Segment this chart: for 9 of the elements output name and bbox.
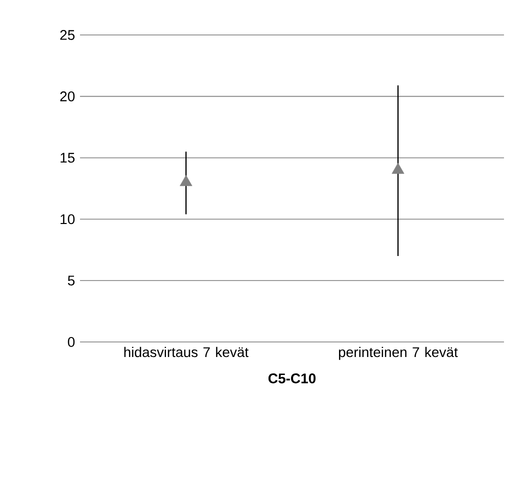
x-tick-label: perinteinen 7 kevät: [338, 346, 458, 360]
y-tick-label: 15: [60, 152, 75, 163]
x-axis-title: C5-C10: [268, 373, 316, 384]
y-tick-label: 10: [60, 214, 75, 224]
y-tick-label: 5: [68, 276, 75, 286]
y-tick-label: 20: [60, 91, 75, 102]
y-tick-label: 0: [68, 337, 75, 347]
x-tick-label: hidasvirtaus 7 kevät: [124, 346, 249, 358]
y-tick-label: 25: [60, 30, 75, 40]
